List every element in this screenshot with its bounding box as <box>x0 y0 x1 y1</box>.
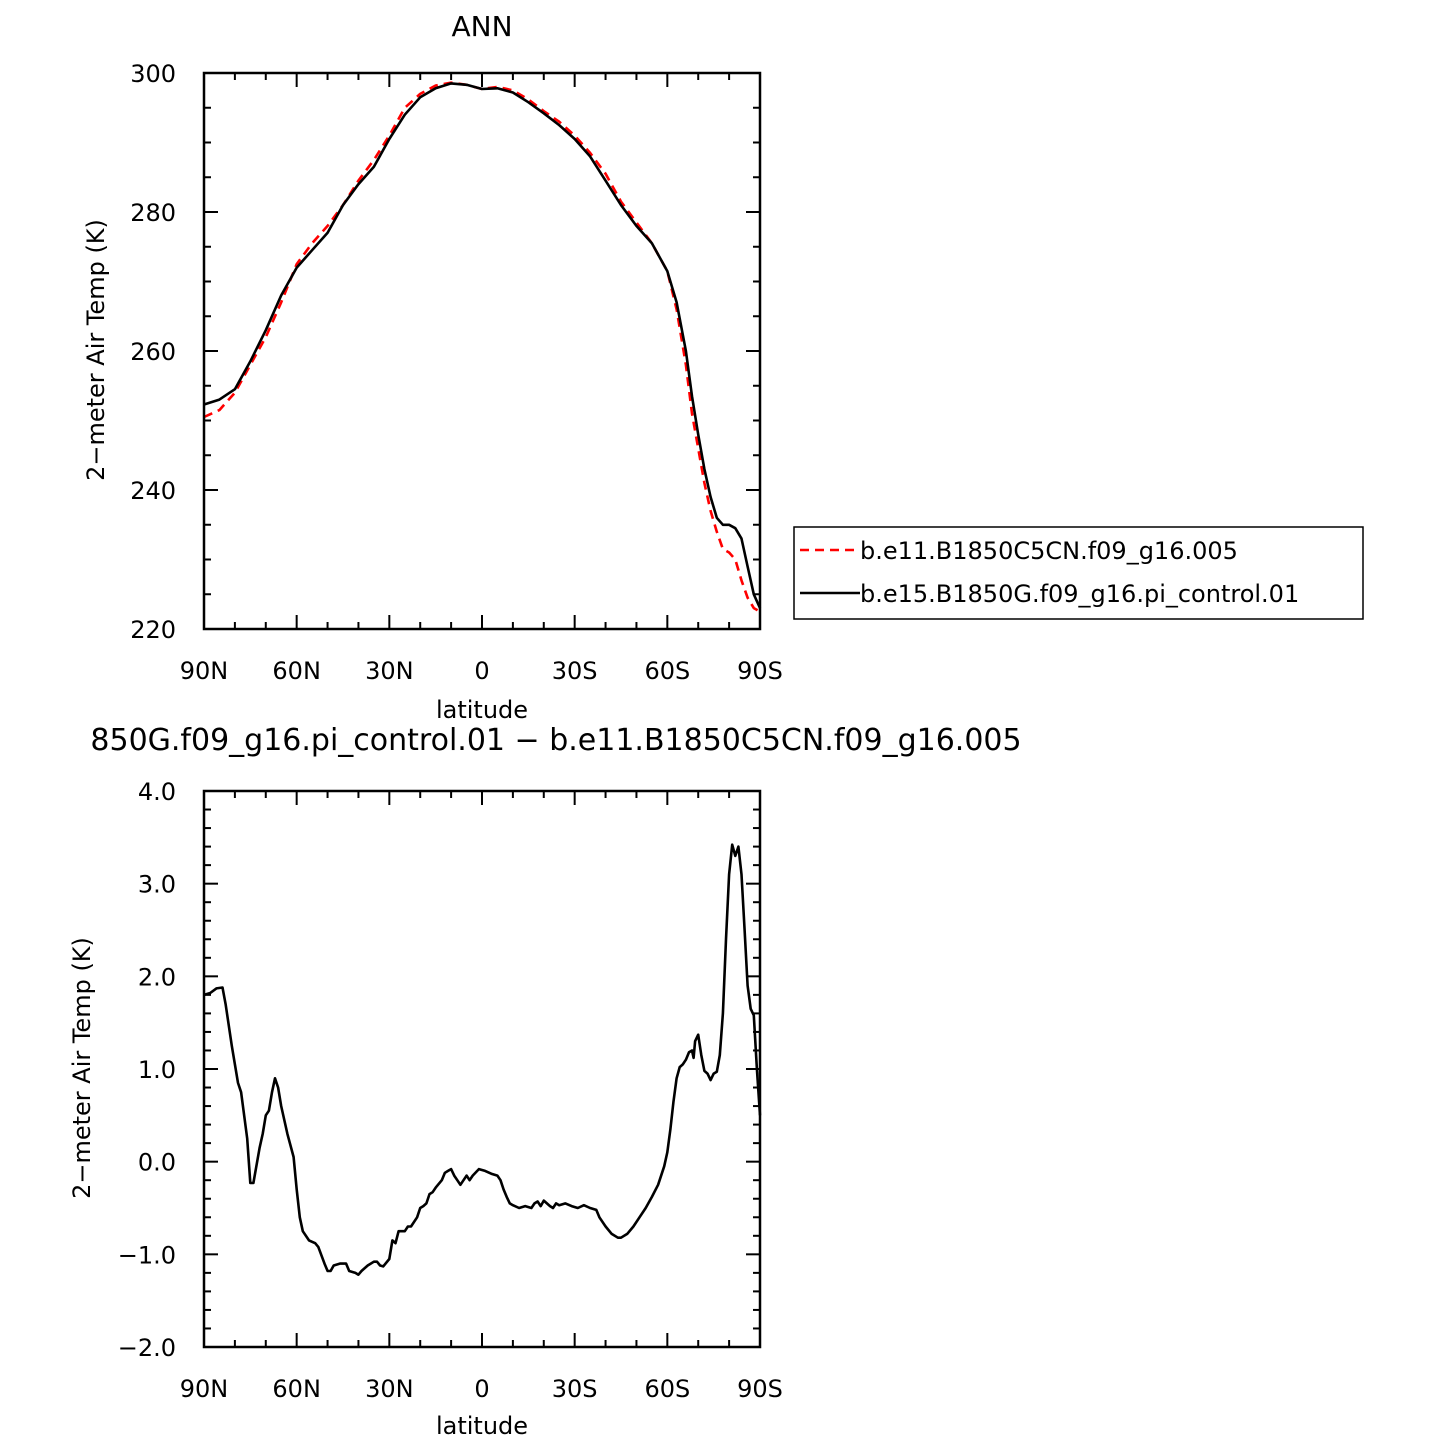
series-line-2 <box>203 82 762 609</box>
plot-frame <box>202 71 762 631</box>
y-axis-label: 2−meter Air Temp (K) <box>82 219 110 481</box>
y-tick-label: 260 <box>130 338 176 366</box>
x-tick-label: 30N <box>365 1375 414 1403</box>
series-line-1 <box>203 843 762 1276</box>
y-tick-label: 4.0 <box>138 778 176 806</box>
bottom-chart: 850G.f09_g16.pi_control.01 − b.e11.B1850… <box>68 723 1022 1440</box>
y-tick-label: 1.0 <box>138 1056 176 1084</box>
tick-labels: 90N 60N 30N 0 30S 60S 90S 300 280 260 240 220 <box>130 60 783 685</box>
y-tick-label: 220 <box>130 616 176 644</box>
y-tick-label: −1.0 <box>118 1241 176 1269</box>
x-tick-label: 30S <box>552 1375 598 1403</box>
x-tick-label: 90S <box>737 657 783 685</box>
legend-box <box>793 526 1364 620</box>
legend: b.e11.B1850C5CN.f09_g16.005 b.e15.B1850G… <box>793 526 1364 620</box>
x-axis-label: latitude <box>436 696 528 724</box>
x-tick-label: 90N <box>180 1375 229 1403</box>
chart-title: ANN <box>451 10 512 43</box>
y-tick-label: 240 <box>130 477 176 505</box>
series-lines <box>203 843 762 1276</box>
x-axis-label: latitude <box>436 1412 528 1440</box>
x-tick-label: 60N <box>272 657 321 685</box>
y-axis-label: 2−meter Air Temp (K) <box>68 937 96 1199</box>
legend-entry-2: b.e15.B1850G.f09_g16.pi_control.01 <box>860 580 1299 608</box>
x-tick-label: 60N <box>272 1375 321 1403</box>
y-tick-label: 0.0 <box>138 1149 176 1177</box>
y-tick-label: −2.0 <box>118 1334 176 1362</box>
tick-labels: 90N 60N 30N 0 30S 60S 90S 4.0 3.0 2.0 1.0 0.0 −1.0 −2… <box>118 778 783 1403</box>
top-chart: ANN 2−meter Air Temp (K) latitude 90N 60N… <box>82 10 783 724</box>
tick-marks <box>203 72 761 630</box>
x-tick-label: 0 <box>474 657 489 685</box>
x-tick-label: 30N <box>365 657 414 685</box>
x-tick-label: 0 <box>474 1375 489 1403</box>
plot-frame <box>202 789 762 1349</box>
series-lines <box>203 81 762 613</box>
x-tick-label: 30S <box>552 657 598 685</box>
y-tick-label: 2.0 <box>138 963 176 991</box>
x-tick-label: 60S <box>644 657 690 685</box>
x-tick-label: 90N <box>180 657 229 685</box>
x-tick-label: 90S <box>737 1375 783 1403</box>
tick-marks <box>203 790 761 1348</box>
x-tick-label: 60S <box>644 1375 690 1403</box>
series-line-1 <box>203 81 761 613</box>
chart-title: 850G.f09_g16.pi_control.01 − b.e11.B1850… <box>90 723 1021 758</box>
y-tick-label: 280 <box>130 199 176 227</box>
y-tick-label: 300 <box>130 60 176 88</box>
y-tick-label: 3.0 <box>138 871 176 899</box>
legend-entry-1: b.e11.B1850C5CN.f09_g16.005 <box>860 537 1238 565</box>
